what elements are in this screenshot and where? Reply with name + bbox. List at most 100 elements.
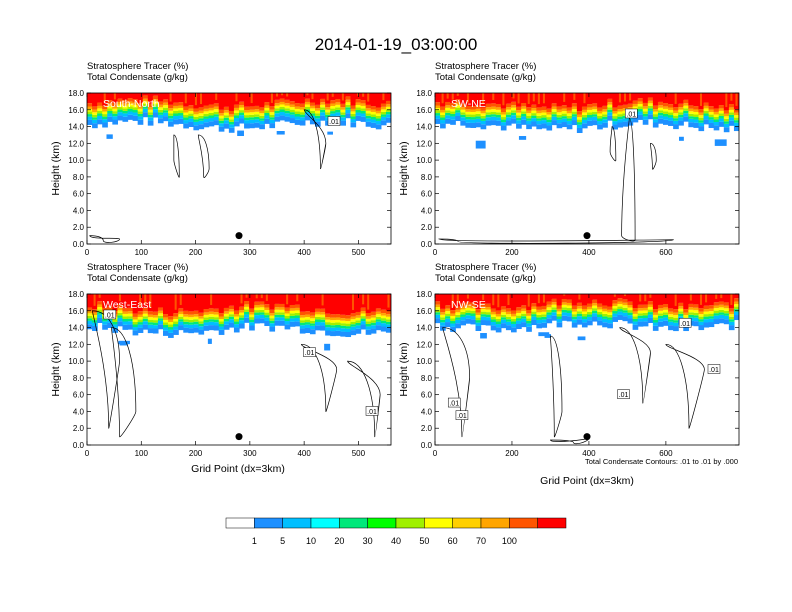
colorbar: 1 5 10 20 30 40 50 60 70 100 [225, 517, 567, 546]
x-tick-label: 0 [433, 449, 438, 458]
y-tick-label: 8.0 [73, 374, 85, 383]
x-tick-label: 500 [352, 248, 366, 257]
svg-text:.01: .01 [709, 367, 719, 374]
colorbar-label: 10 [306, 536, 316, 546]
colorbar-swatch [537, 517, 567, 529]
x-tick-label: 100 [135, 248, 149, 257]
y-tick-label: 14.0 [68, 324, 84, 333]
colorbar-swatch [509, 517, 538, 529]
x-tick-label: 200 [189, 248, 203, 257]
plot-frame [86, 293, 392, 446]
location-marker [583, 433, 591, 441]
location-marker [235, 232, 243, 240]
panels: Stratosphere Tracer (%)Total Condensate … [50, 61, 740, 458]
y-tick-label: 0.0 [73, 441, 85, 450]
y-tick-label: 2.0 [421, 424, 433, 433]
y-tick-label: 16.0 [68, 106, 84, 115]
y-tick-label: 12.0 [68, 340, 84, 349]
colorbar-label: 20 [334, 536, 344, 546]
colorbar-swatch [310, 517, 340, 529]
y-tick-label: 12.0 [68, 139, 84, 148]
y-tick-label: 18.0 [416, 89, 432, 98]
colorbar-swatch [395, 517, 425, 529]
contour-label: .01 [365, 406, 379, 416]
colorbar-swatch [367, 517, 397, 529]
svg-text:.01: .01 [619, 392, 629, 399]
y-tick-label: 16.0 [416, 307, 432, 316]
colorbar-swatch [282, 517, 312, 529]
x-tick-label: 400 [582, 449, 596, 458]
y-tick-label: 6.0 [73, 190, 85, 199]
colorbar-swatch [339, 517, 368, 529]
x-tick-label: 0 [433, 248, 438, 257]
x-axis-title-right: Grid Point (dx=3km) [540, 475, 634, 487]
svg-text:.01: .01 [626, 111, 636, 118]
y-tick-label: 10.0 [416, 156, 432, 165]
y-tick-label: 0.0 [73, 240, 85, 249]
y-tick-label: 12.0 [416, 340, 432, 349]
x-tick-label: 200 [505, 449, 519, 458]
panel-header-condensate: Total Condensate (g/kg) [435, 72, 536, 83]
y-tick-label: 4.0 [421, 206, 433, 215]
y-tick-label: 6.0 [421, 391, 433, 400]
colorbar-swatch [254, 517, 283, 529]
colorbar-label: 70 [476, 536, 486, 546]
condensate-contours [438, 117, 674, 244]
y-tick-label: 10.0 [416, 357, 432, 366]
x-tick-label: 400 [582, 248, 596, 257]
y-tick-label: 8.0 [421, 173, 433, 182]
contour-label: .01 [617, 389, 630, 399]
panel-1: Stratosphere Tracer (%)Total Condensate … [50, 61, 392, 257]
colorbar-swatch [480, 517, 510, 529]
condensate-contours [89, 109, 327, 243]
location-marker [583, 232, 591, 240]
panel-header-tracer: Stratosphere Tracer (%) [435, 61, 536, 72]
svg-text:.01: .01 [457, 413, 467, 420]
svg-text:.01: .01 [305, 350, 315, 357]
y-tick-label: 10.0 [68, 357, 84, 366]
panel-header-condensate: Total Condensate (g/kg) [87, 273, 188, 284]
y-axis-title: Height (km) [398, 342, 410, 396]
colorbar-swatch [225, 517, 255, 529]
y-tick-label: 14.0 [68, 123, 84, 132]
colorbar-swatch [424, 517, 453, 529]
y-axis-title: Height (km) [398, 141, 410, 195]
y-tick-label: 12.0 [416, 139, 432, 148]
y-axis-title: Height (km) [50, 342, 62, 396]
colorbar-label: 40 [391, 536, 401, 546]
panel-header-tracer: Stratosphere Tracer (%) [87, 262, 188, 273]
contour-label: .01 [327, 116, 341, 126]
contour-label: .01 [447, 397, 461, 408]
y-tick-label: 18.0 [68, 290, 84, 299]
y-tick-label: 2.0 [73, 424, 85, 433]
y-tick-label: 4.0 [421, 407, 433, 416]
y-tick-label: 0.0 [421, 441, 433, 450]
condensate-contours [92, 310, 381, 437]
x-tick-label: 600 [659, 248, 673, 257]
y-tick-label: 2.0 [421, 223, 433, 232]
y-tick-label: 10.0 [68, 156, 84, 165]
colorbar-label: 100 [502, 536, 517, 546]
panel-label: South-North [103, 98, 160, 110]
svg-text:.01: .01 [105, 312, 115, 319]
colorbar-swatch [452, 517, 482, 529]
x-tick-label: 400 [297, 248, 311, 257]
x-tick-label: 0 [85, 248, 90, 257]
tracer-field [435, 93, 739, 149]
plot-frame [434, 293, 740, 446]
panel-header-tracer: Stratosphere Tracer (%) [87, 61, 188, 72]
panel-header-condensate: Total Condensate (g/kg) [435, 273, 536, 284]
contour-label: .01 [625, 108, 638, 118]
contour-label: .01 [303, 347, 316, 357]
y-tick-label: 8.0 [73, 173, 85, 182]
panel-label: NW-SE [451, 299, 486, 311]
panel-label: West-East [103, 299, 151, 311]
tracer-field [87, 93, 391, 139]
contour-label: .01 [678, 318, 692, 328]
colorbar-label: 60 [448, 536, 458, 546]
y-tick-label: 0.0 [421, 240, 433, 249]
y-tick-label: 4.0 [73, 206, 85, 215]
x-tick-label: 200 [189, 449, 203, 458]
y-tick-label: 16.0 [68, 307, 84, 316]
condensate-contours [442, 327, 705, 445]
